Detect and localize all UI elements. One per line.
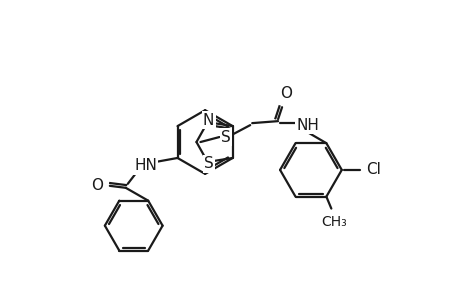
- Text: O: O: [280, 86, 291, 101]
- Text: N: N: [202, 112, 214, 128]
- Text: O: O: [91, 178, 103, 193]
- Text: Cl: Cl: [365, 162, 380, 177]
- Text: S: S: [203, 156, 213, 171]
- Text: HN: HN: [134, 158, 157, 173]
- Text: S: S: [221, 130, 231, 145]
- Text: CH₃: CH₃: [321, 214, 347, 229]
- Text: NH: NH: [296, 118, 319, 133]
